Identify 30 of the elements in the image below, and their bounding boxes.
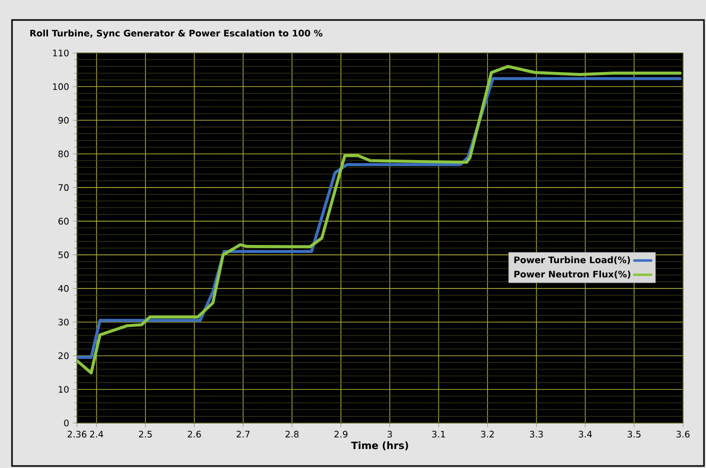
y-tick-label: 30 (58, 318, 69, 326)
x-tick-label: 2.36 (68, 430, 86, 438)
y-tick-label: 80 (58, 150, 69, 158)
y-tick-label: 70 (58, 184, 69, 191)
x-tick-label: 3.2 (481, 430, 494, 438)
x-tick-label: 3 (388, 430, 392, 438)
y-tick-label: 0 (64, 420, 69, 426)
y-tick-label: 90 (58, 116, 69, 124)
x-tick-label: 3.3 (530, 430, 543, 438)
chart-title: Roll Turbine, Sync Generator & Power Escalation to 100 % (30, 30, 322, 38)
x-tick-label: 3.5 (628, 430, 640, 438)
x-tick-label: 3.4 (578, 430, 592, 438)
x-tick-label: 2.5 (138, 430, 152, 438)
x-tick-label: 2.6 (188, 430, 201, 438)
x-tick-label: 3.6 (676, 430, 690, 438)
legend-label: Power Turbine Load(%) (514, 256, 630, 264)
y-tick-label: 100 (53, 83, 69, 90)
y-tick-label: 110 (53, 50, 69, 56)
x-axis-title: Time (hrs) (351, 441, 408, 450)
x-tick-label: 2.8 (286, 430, 299, 438)
y-tick-label: 50 (58, 251, 69, 258)
y-tick-label: 20 (58, 352, 69, 360)
y-tick-label: 10 (58, 386, 69, 393)
x-tick-label: 2.7 (236, 430, 250, 438)
x-tick-label: 2.9 (334, 430, 348, 438)
y-tick-label: 40 (58, 285, 69, 292)
x-tick-label: 2.4 (90, 430, 104, 438)
x-tick-label: 3.1 (432, 430, 445, 438)
y-tick-label: 60 (58, 218, 69, 225)
legend-label: Power Neutron Flux(%) (514, 270, 630, 279)
